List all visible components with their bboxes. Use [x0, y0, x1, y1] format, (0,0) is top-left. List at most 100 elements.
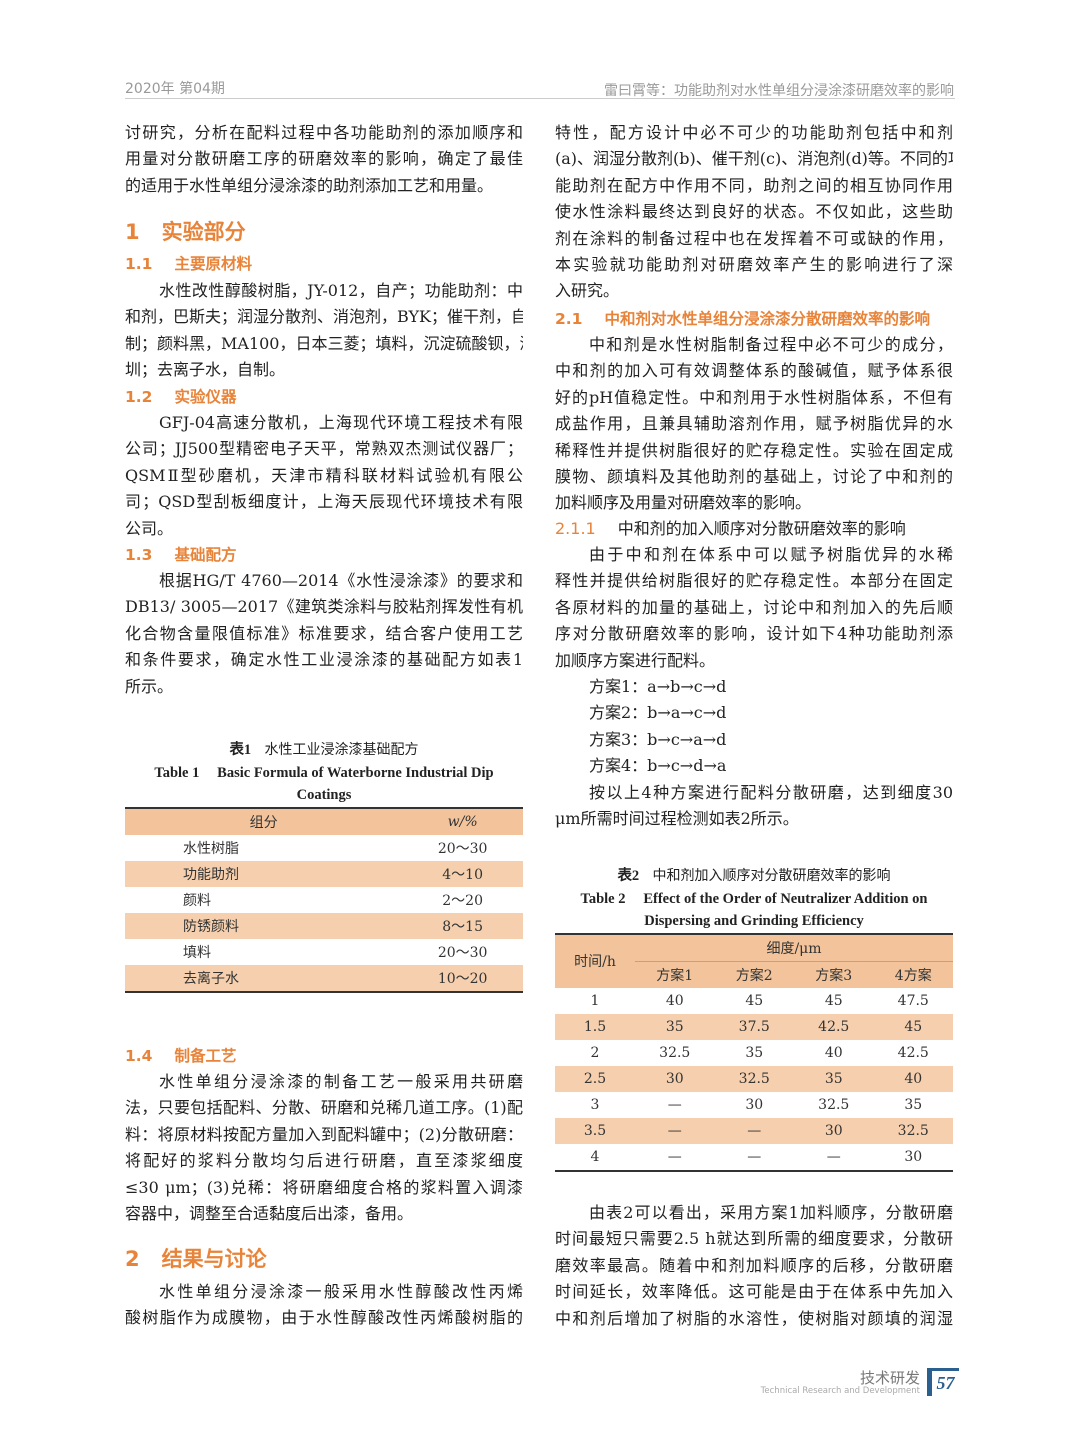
table-cell: 47.5	[897, 992, 929, 1009]
text-line: QSMⅡ型砂磨机，天津市精科联材料试验机有限公	[125, 465, 523, 485]
table-header-row: 时间/h 细度/μm	[555, 933, 953, 970]
table-cell: 45	[824, 992, 843, 1009]
section-1-3-heading: 1.3 基础配方	[125, 542, 523, 568]
table-cell: 1	[590, 992, 600, 1009]
discussion-paragraph: 由表2可以看出，采用方案1加料顺序，分散研磨 时间最短只需要2.5 h就达到所需的…	[555, 1200, 953, 1332]
text-line: 膜物、颜填料及其他助剂的基础上，讨论了中和剂的	[555, 466, 953, 486]
table-header-row: 组分 w/%	[125, 807, 523, 835]
table-row: 去离子水 10～20	[125, 964, 523, 992]
text-line: 能助剂在配方中作用不同，助剂之间的相互协同作用	[555, 175, 953, 195]
section-number: 1.3	[125, 546, 153, 564]
text-line: (a)、润湿分散剂(b)、催干剂(c)、消泡剂(d)等。不同的功	[555, 149, 953, 169]
text-line: 水性单组分浸涂漆的制备工艺一般采用共研磨	[159, 1072, 523, 1091]
scheme-item: 方案3：b→c→a→d	[589, 729, 727, 749]
text-line: 司；QSD型刮板细度计，上海天辰现代环境技术有限	[125, 492, 523, 512]
table-cell: 32.5	[659, 1044, 691, 1061]
text-line: 中和剂的加入可有效调整体系的酸碱值，赋予体系很	[555, 361, 953, 381]
table-cell: 3.5	[583, 1122, 607, 1139]
table-cell: 2.5	[583, 1070, 607, 1087]
table-row: 3 — 30 32.5 35	[555, 1092, 953, 1118]
table-2: 表2 中和剂加入顺序对分散研磨效率的影响 Table 2 Effect of t…	[555, 865, 953, 1172]
section-title: 结果与讨论	[161, 1247, 267, 1271]
column-header: 方案1	[656, 967, 694, 984]
section-title: 实验部分	[161, 220, 246, 244]
table-cell: 功能助剂	[183, 866, 239, 883]
text-line: 特性，配方设计中必不可少的功能助剂包括中和剂	[555, 123, 953, 142]
formula-paragraph: 根据HG/T 4760—2014《水性浸涂漆》的要求和 DB13/ 3005—20…	[125, 568, 523, 700]
section-number: 1.1	[125, 255, 153, 273]
text-line: 中和剂后增加了树脂的水溶性，使树脂对颜填的润湿	[555, 1308, 953, 1328]
scheme-item: 方案2：b→a→c→d	[589, 703, 727, 723]
text-line: 的适用于水性单组分浸涂漆的助剂添加工艺和用量。	[125, 175, 494, 195]
text-line: 圳；去离子水，自制。	[125, 360, 286, 380]
table-1-caption-cn: 表1 水性工业浸涂漆基础配方	[229, 742, 419, 758]
column-header: 4方案	[894, 967, 932, 984]
scheme-item: 方案4：b→c→d→a	[589, 756, 727, 776]
process-paragraph: 水性单组分浸涂漆的制备工艺一般采用共研磨 法，只要包括配料、分散、研磨和兑稀几道工…	[125, 1069, 523, 1227]
table-cell: 3	[590, 1096, 600, 1113]
table-2-grid: 时间/h 细度/μm 方案1 方案2 方案3 4方案 1 40 45 45 47.5 1.5 35 37.…	[555, 933, 953, 1172]
table-cell: 10～20	[437, 970, 488, 987]
text-line: 公司。	[125, 518, 174, 538]
table-row: 1 40 45 45 47.5	[555, 988, 953, 1014]
table-cell: 30	[904, 1148, 923, 1165]
table-cell: 35	[824, 1070, 843, 1087]
time-header: 时间/h	[574, 954, 616, 970]
table-cell: 30	[824, 1122, 843, 1139]
column-header: 组分	[249, 814, 278, 831]
text-line: GFJ-04高速分散机，上海现代环境工程技术有限	[159, 413, 523, 432]
table-cell: 45	[904, 1018, 923, 1035]
section-number: 1.2	[125, 388, 153, 406]
text-line: 时间延长，效率降低。这可能是由于在体系中先加入	[555, 1282, 953, 1302]
table-cell: 40	[824, 1044, 843, 1061]
section-1-heading: 1 实验部分	[125, 215, 523, 249]
section-number: 1	[125, 220, 140, 244]
text-line: 公司；JJ500型精密电子天平，常熟双杰测试仪器厂；	[125, 439, 523, 459]
table-1-grid: 组分 w/% 水性树脂 20～30 功能助剂 4～10 颜料 2～20 防锈颜料 8～15 填料 20…	[125, 807, 523, 993]
text-line: 将配好的浆料分散均匀后进行研磨，直至漆浆细度	[125, 1151, 523, 1171]
table-row: 1.5 35 37.5 42.5 45	[555, 1013, 953, 1040]
section-title: 基础配方	[174, 546, 237, 564]
table-cell: —	[747, 1122, 762, 1139]
table-2-intro-paragraph: 按以上4种方案进行配料分散研磨，达到细度30 μm所需时间过程检测如表2所示。	[555, 780, 953, 833]
table-row: 4 — — — 30	[555, 1144, 953, 1171]
text-line: DB13/ 3005—2017《建筑类涂料与胶粘剂挥发性有机	[125, 597, 523, 617]
text-line: 料：将原材料按配方量加入到配料罐中；(2)分散研磨：	[125, 1124, 523, 1144]
table-cell: —	[667, 1096, 682, 1113]
table-cell: 20～30	[437, 944, 488, 961]
table-row: 3.5 — — 30 32.5	[555, 1117, 953, 1144]
section-2-1-1-heading: 2.1.1 中和剂的加入顺序对分散研磨效率的影响	[555, 516, 953, 542]
text-line: 入研究。	[555, 281, 620, 301]
section-2-1-heading: 2.1 中和剂对水性单组分浸涂漆分散研磨效率的影响	[555, 306, 953, 332]
text-line: 释性并提供给树脂很好的贮存稳定性。本部分在固定	[555, 571, 953, 591]
continued-paragraph: 特性，配方设计中必不可少的功能助剂包括中和剂 (a)、润湿分散剂(b)、催干剂(c…	[555, 120, 953, 305]
section-number: 2.1	[555, 310, 583, 328]
column-header: 方案2	[735, 967, 773, 984]
header-divider	[125, 98, 955, 99]
neutralizer-paragraph: 中和剂是水性树脂制备过程中必不可少的成分， 中和剂的加入可有效调整体系的酸碱值，赋…	[555, 332, 953, 517]
table-cell: 42.5	[818, 1018, 850, 1035]
text-line: 剂在涂料的制备过程中也在发挥着不可或缺的作用，	[555, 228, 953, 248]
scheme-list: 方案1：a→b→c→d 方案2：b→a→c→d 方案3：b→c→a→d 方案4：b→c…	[555, 674, 953, 780]
table-cell: 8～15	[442, 918, 483, 935]
fineness-group-header: 细度/μm	[635, 933, 953, 962]
text-line: 和剂，巴斯夫；润湿分散剂、消泡剂，BYK；催干剂，自	[125, 307, 523, 327]
instruments-paragraph: GFJ-04高速分散机，上海现代环境工程技术有限公司；JJ500型精密电子天平，…	[125, 410, 523, 542]
footer-section-en: Technical Research and Development	[760, 1386, 920, 1396]
text-line: 中和剂是水性树脂制备过程中必不可少的成分，	[589, 335, 953, 354]
text-line: 水性改性醇酸树脂，JY-012，自产；功能助剂：中	[159, 281, 523, 300]
section-title: 中和剂对水性单组分浸涂漆分散研磨效率的影响	[604, 310, 930, 328]
text-line: 加顺序方案进行配料。	[555, 650, 716, 670]
section-1-2-heading: 1.2 实验仪器	[125, 384, 523, 410]
table-cell: 30	[745, 1096, 764, 1113]
table-cell: 去离子水	[183, 970, 239, 987]
text-line: 制；颜料黑，MA100，日本三菱；填料，沉淀硫酸钡，深	[125, 333, 523, 353]
table-2-caption-en-cont: Dispersing and Grinding Efficiency	[644, 913, 864, 929]
section-title: 实验仪器	[174, 388, 237, 406]
text-line: 磨效率最高。随着中和剂加料顺序的后移，分散研磨	[555, 1255, 953, 1275]
table-cell: 30	[665, 1070, 684, 1087]
intro-paragraph: 讨研究，分析在配料过程中各功能助剂的添加顺序和 用量对分散研磨工序的研磨效率的影响…	[125, 120, 523, 199]
section-1-1-heading: 1.1 主要原材料	[125, 251, 523, 277]
column-header: 方案3	[815, 967, 853, 984]
section-number: 2	[125, 1247, 140, 1271]
